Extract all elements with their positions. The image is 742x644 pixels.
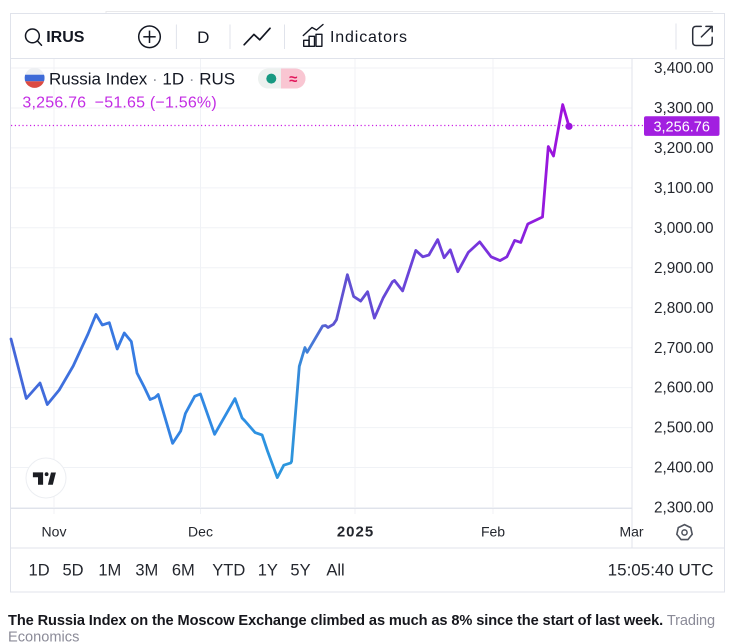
svg-text:Mar: Mar	[619, 524, 643, 540]
svg-text:1D: 1D	[29, 562, 50, 580]
svg-text:6M: 6M	[172, 562, 195, 580]
svg-text:2,600.00: 2,600.00	[654, 380, 714, 397]
svg-text:3,300.00: 3,300.00	[654, 100, 714, 117]
svg-text:3,100.00: 3,100.00	[654, 180, 714, 197]
svg-text:3,400.00: 3,400.00	[654, 60, 714, 77]
svg-text:2,800.00: 2,800.00	[654, 300, 714, 317]
svg-text:D: D	[197, 28, 209, 47]
svg-text:2,700.00: 2,700.00	[654, 340, 714, 357]
svg-text:2,300.00: 2,300.00	[654, 500, 714, 517]
svg-text:YTD: YTD	[212, 562, 245, 580]
svg-text:Russia Index · 1D · RUS: Russia Index · 1D · RUS	[49, 69, 235, 88]
svg-text:5D: 5D	[62, 562, 83, 580]
svg-text:2025: 2025	[337, 524, 374, 541]
svg-text:2,500.00: 2,500.00	[654, 420, 714, 437]
svg-text:3,256.76: 3,256.76	[653, 119, 709, 135]
svg-text:The Russia Index on the Moscow: The Russia Index on the Moscow Exchange …	[8, 613, 715, 629]
svg-text:All: All	[326, 562, 344, 580]
svg-text:2,400.00: 2,400.00	[654, 460, 714, 477]
svg-text:Feb: Feb	[481, 524, 505, 540]
svg-text:3,256.76 −51.65 (−1.56%): 3,256.76 −51.65 (−1.56%)	[22, 95, 216, 112]
svg-text:2,900.00: 2,900.00	[654, 260, 714, 277]
svg-text:≈: ≈	[289, 71, 297, 88]
svg-text:15:05:40 UTC: 15:05:40 UTC	[608, 561, 714, 580]
svg-text:1M: 1M	[98, 562, 121, 580]
svg-text:5Y: 5Y	[290, 562, 310, 580]
svg-text:IRUS: IRUS	[46, 29, 85, 46]
svg-text:Dec: Dec	[188, 524, 213, 540]
svg-text:Nov: Nov	[42, 524, 67, 540]
svg-text:Economics: Economics	[8, 630, 79, 644]
svg-text:3,200.00: 3,200.00	[654, 140, 714, 157]
svg-text:1Y: 1Y	[258, 562, 278, 580]
svg-text:3,000.00: 3,000.00	[654, 220, 714, 237]
svg-text:Indicators: Indicators	[330, 29, 408, 46]
svg-text:3M: 3M	[135, 562, 158, 580]
